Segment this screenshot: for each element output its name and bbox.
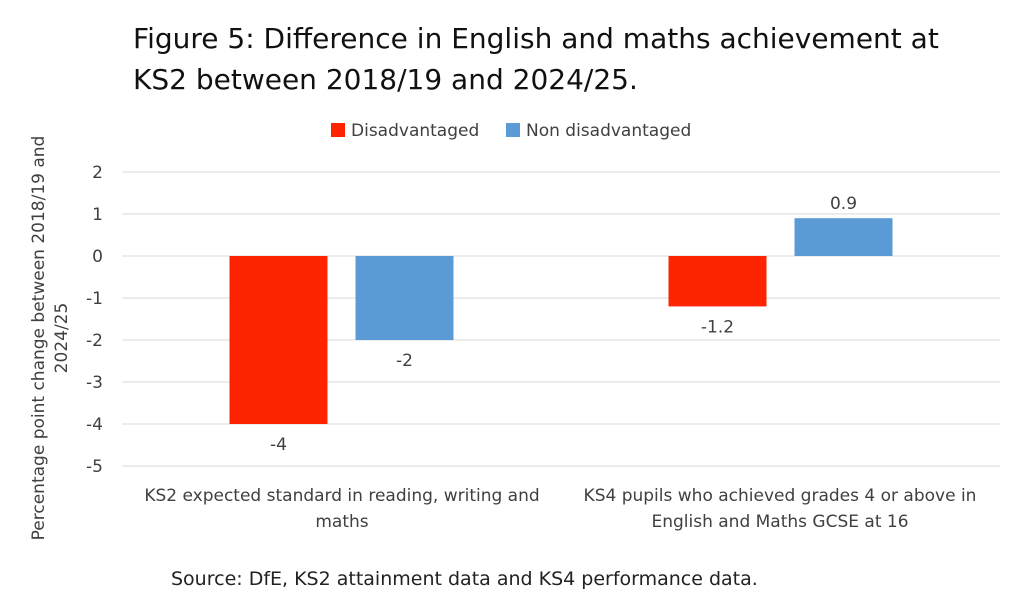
y-tick-label: -4 xyxy=(86,415,103,435)
data-labels: -4 -2 -1.2 0.9 xyxy=(270,194,857,455)
bar-disadvantaged-cat-1 xyxy=(229,256,328,424)
category-label-2-line-2: English and Maths GCSE at 16 xyxy=(651,512,908,532)
y-axis-label-line-1: Percentage point change between 2018/19 … xyxy=(29,136,49,541)
data-label-disadvantaged-cat-1: -4 xyxy=(270,435,287,455)
bars xyxy=(229,218,893,424)
legend-swatch-disadvantaged xyxy=(331,123,345,137)
y-tick-label: -2 xyxy=(86,331,103,351)
bar-disadvantaged-cat-2 xyxy=(668,256,767,307)
legend-swatch-non-disadvantaged xyxy=(506,123,520,137)
y-tick-label: -3 xyxy=(86,373,103,393)
data-label-non-disadvantaged-cat-1: -2 xyxy=(396,351,413,371)
legend-label-disadvantaged: Disadvantaged xyxy=(351,121,479,141)
legend: Disadvantaged Non disadvantaged xyxy=(331,121,691,141)
source-note: Source: DfE, KS2 attainment data and KS4… xyxy=(171,568,758,590)
y-tick-label: 2 xyxy=(92,163,103,183)
y-tick-label: -1 xyxy=(86,289,103,309)
legend-label-non-disadvantaged: Non disadvantaged xyxy=(526,121,691,141)
data-label-disadvantaged-cat-2: -1.2 xyxy=(701,317,734,337)
bar-non-disadvantaged-cat-2 xyxy=(794,218,893,256)
y-axis-ticks: 2 1 0 -1 -2 -3 -4 -5 xyxy=(86,163,103,477)
data-label-non-disadvantaged-cat-2: 0.9 xyxy=(830,194,857,214)
y-axis-label-line-2: 2024/25 xyxy=(52,303,72,374)
category-label-2-line-1: KS4 pupils who achieved grades 4 or abov… xyxy=(584,486,977,506)
category-label-1-line-2: maths xyxy=(315,512,368,532)
category-label-1-line-1: KS2 expected standard in reading, writin… xyxy=(144,486,539,506)
chart-title-line-1: Figure 5: Difference in English and math… xyxy=(133,22,939,55)
y-tick-label: -5 xyxy=(86,457,103,477)
y-tick-label: 1 xyxy=(92,205,103,225)
chart-title-line-2: KS2 between 2018/19 and 2024/25. xyxy=(133,63,638,96)
bar-non-disadvantaged-cat-1 xyxy=(355,256,454,340)
y-tick-label: 0 xyxy=(92,247,103,267)
